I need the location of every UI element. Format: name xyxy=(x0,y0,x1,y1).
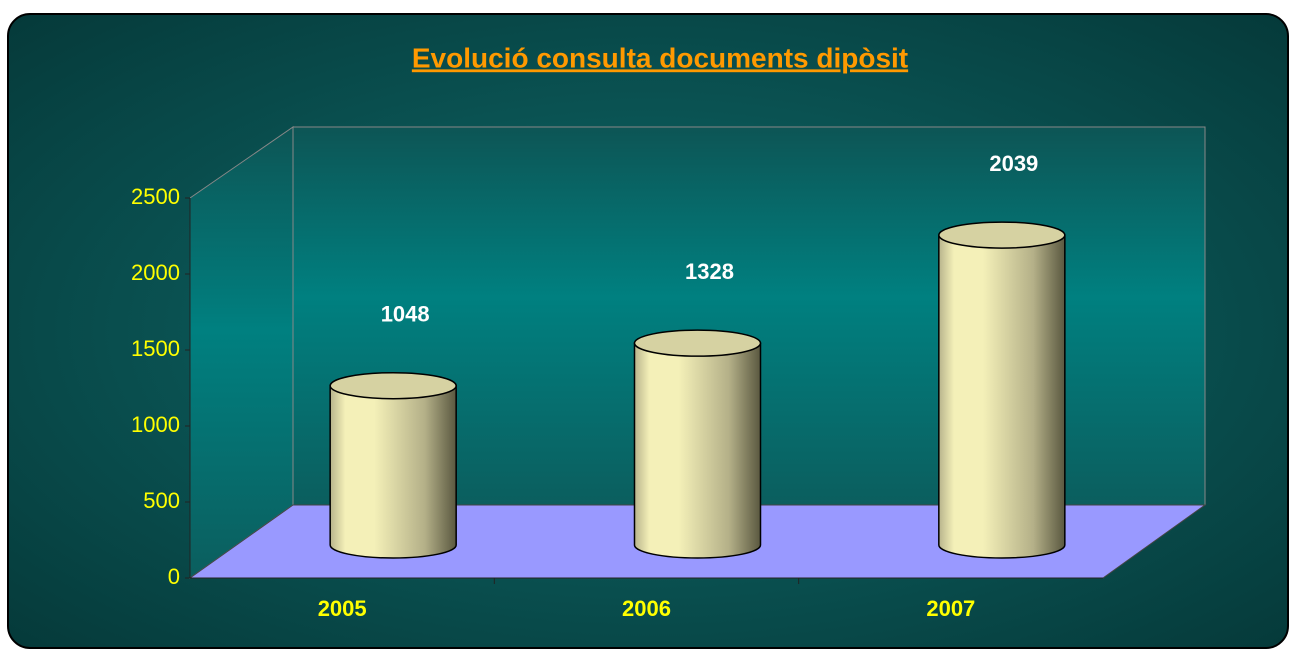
y-tick-label: 1500 xyxy=(131,336,180,361)
cylinder-body xyxy=(633,342,762,559)
side-wall xyxy=(189,126,294,579)
x-tick-label: 2006 xyxy=(622,596,671,621)
cylinder-top xyxy=(938,221,1066,249)
bar xyxy=(329,371,457,559)
bar xyxy=(633,329,762,559)
chart-title: Evolució consulta documents dipòsit xyxy=(412,42,908,73)
y-tick-label: 500 xyxy=(143,488,180,513)
data-label: 1328 xyxy=(685,259,734,284)
data-label: 2039 xyxy=(989,151,1038,176)
y-tick-label: 0 xyxy=(168,564,180,589)
y-tick-label: 2000 xyxy=(131,260,180,285)
y-tick-label: 2500 xyxy=(131,184,180,209)
y-tick-label: 1000 xyxy=(131,412,180,437)
cylinder-top xyxy=(329,371,457,400)
x-tick-label: 2005 xyxy=(318,596,367,621)
cylinder-body xyxy=(938,234,1066,559)
data-label: 1048 xyxy=(381,302,430,327)
cylinder-top xyxy=(633,329,762,357)
bar xyxy=(938,221,1066,559)
x-tick-label: 2007 xyxy=(926,596,975,621)
cylinder-body xyxy=(329,384,457,559)
